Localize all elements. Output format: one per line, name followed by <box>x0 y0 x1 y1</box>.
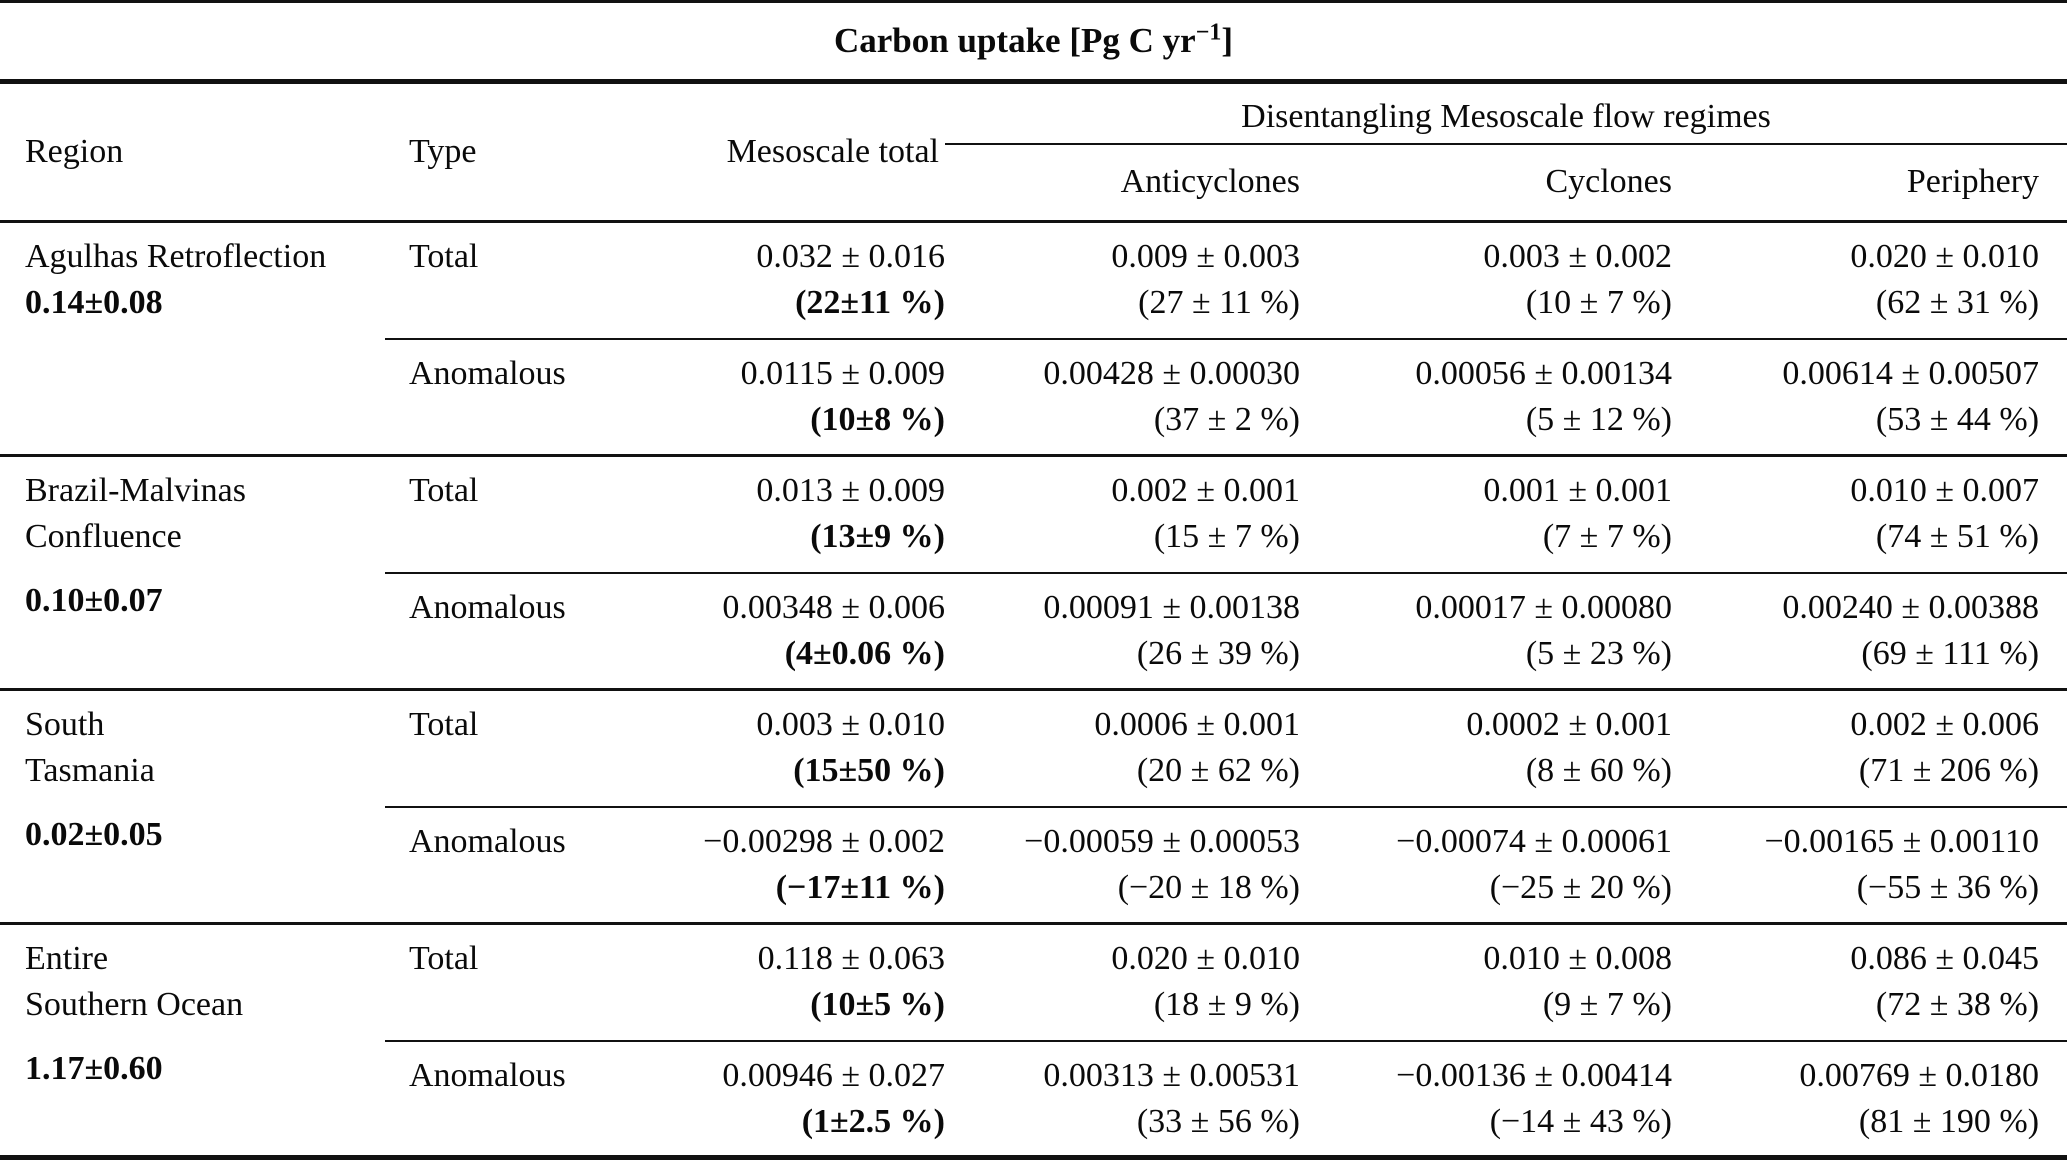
periphery-cell: 0.00240 ± 0.00388 (69 ± 111 %) <box>1782 588 2040 672</box>
anticyclones-cell: 0.020 ± 0.010 (18 ± 9 %) <box>945 922 1300 1042</box>
periphery-cell: 0.010 ± 0.007 (74 ± 51 %) <box>1672 454 2067 574</box>
type-cell: Total <box>385 220 570 340</box>
unit-exponent: −1 <box>1195 19 1222 46</box>
mesoscale-total-cell: 0.118 ± 0.063 (10±5 %) <box>570 922 945 1042</box>
region-name: Agulhas Retroflection <box>25 238 327 275</box>
periphery-cell: 0.00769 ± 0.0180 (81 ± 190 %) <box>1799 1056 2040 1140</box>
periphery-cell: −0.00165 ± 0.00110 (−55 ± 36 %) <box>1764 822 2040 906</box>
region-cell-agulhas-retroflection: Agulhas Retroflection 0.14±0.08 <box>0 220 385 456</box>
type-cell: Total <box>385 922 570 1042</box>
type-cell: Total <box>385 688 570 808</box>
table-row: Anomalous 0.0115 ± 0.009 (10±8 %) 0.0042… <box>0 339 2067 456</box>
region-name: Brazil-Malvinas Confluence <box>25 472 246 555</box>
column-header-anticyclones: Anticyclones <box>945 143 1300 223</box>
column-header-periphery: Periphery <box>1672 143 2067 223</box>
region-cell-entire-southern-ocean: Entire Southern Ocean 1.17±0.60 <box>0 922 385 1158</box>
anticyclones-cell: 0.00091 ± 0.00138 (26 ± 39 %) <box>1043 588 1300 672</box>
table-row: Agulhas Retroflection 0.14±0.08 Total 0.… <box>0 220 2067 456</box>
cyclones-cell: 0.00017 ± 0.00080 (5 ± 23 %) <box>1415 588 1672 672</box>
region-name: South Tasmania <box>25 706 155 789</box>
periphery-cell: 0.00614 ± 0.00507 (53 ± 44 %) <box>1782 354 2040 438</box>
cyclones-cell: −0.00136 ± 0.00414 (−14 ± 43 %) <box>1396 1056 1672 1140</box>
header-group-row: Region Type Mesoscale total Disentanglin… <box>0 81 2067 223</box>
region-cell-brazil-malvinas-confluence: Brazil-Malvinas Confluence 0.10±0.07 <box>0 454 385 690</box>
anticyclones-cell: −0.00059 ± 0.00053 (−20 ± 18 %) <box>1024 822 1300 906</box>
anticyclones-cell: 0.009 ± 0.003 (27 ± 11 %) <box>945 220 1300 340</box>
header-subcolumns-row: Anticyclones Cyclones Periphery <box>0 143 2067 223</box>
anticyclones-cell: 0.00313 ± 0.00531 (33 ± 56 %) <box>1043 1056 1300 1140</box>
type-cell: Total <box>385 454 570 574</box>
table-row: South Tasmania 0.02±0.05 Total 0.003 ± 0… <box>0 688 2067 924</box>
table-title: Carbon uptake [Pg C yr−1] <box>0 1 2067 84</box>
cyclones-cell: 0.0002 ± 0.001 (8 ± 60 %) <box>1300 688 1672 808</box>
type-cell: Anomalous <box>409 588 566 626</box>
periphery-cell: 0.020 ± 0.010 (62 ± 31 %) <box>1672 220 2067 340</box>
anticyclones-cell: 0.0006 ± 0.001 (20 ± 62 %) <box>945 688 1300 808</box>
cyclones-cell: 0.00056 ± 0.00134 (5 ± 12 %) <box>1415 354 1672 438</box>
region-name: Entire Southern Ocean <box>25 940 244 1023</box>
region-cell-south-tasmania: South Tasmania 0.02±0.05 <box>0 688 385 924</box>
cyclones-cell: −0.00074 ± 0.00061 (−25 ± 20 %) <box>1396 822 1672 906</box>
table-row: Anomalous 0.00946 ± 0.027 (1±2.5 %) 0.00… <box>0 1041 2067 1158</box>
table-row: Brazil-Malvinas Confluence 0.10±0.07 Tot… <box>0 454 2067 690</box>
column-header-cyclones: Cyclones <box>1300 143 1672 223</box>
mesoscale-total-cell: 0.0115 ± 0.009 (10±8 %) <box>740 354 945 438</box>
mesoscale-total-cell: 0.013 ± 0.009 (13±9 %) <box>570 454 945 574</box>
column-group-header-flow-regimes: Disentangling Mesoscale flow regimes <box>945 81 2067 145</box>
periphery-cell: 0.002 ± 0.006 (71 ± 206 %) <box>1672 688 2067 808</box>
mesoscale-total-cell: 0.032 ± 0.016 (22±11 %) <box>570 220 945 340</box>
mesoscale-total-cell: −0.00298 ± 0.002 (−17±11 %) <box>703 822 945 906</box>
column-header-mesoscale-total: Mesoscale total <box>570 81 945 223</box>
region-total-uptake: 0.10±0.07 <box>25 582 163 619</box>
region-total-uptake: 1.17±0.60 <box>25 1050 163 1087</box>
table-row: Anomalous 0.00348 ± 0.006 (4±0.06 %) 0.0… <box>0 573 2067 690</box>
anticyclones-cell: 0.00428 ± 0.00030 (37 ± 2 %) <box>1043 354 1300 438</box>
region-total-uptake: 0.14±0.08 <box>25 284 163 321</box>
column-header-type: Type <box>385 81 570 223</box>
cyclones-cell: 0.003 ± 0.002 (10 ± 7 %) <box>1300 220 1672 340</box>
mesoscale-total-cell: 0.00946 ± 0.027 (1±2.5 %) <box>722 1056 945 1140</box>
type-cell: Anomalous <box>409 822 566 860</box>
mesoscale-total-cell: 0.00348 ± 0.006 (4±0.06 %) <box>722 588 945 672</box>
table-title-row: Carbon uptake [Pg C yr−1] <box>0 1 2067 84</box>
column-header-region: Region <box>0 81 385 223</box>
cyclones-cell: 0.010 ± 0.008 (9 ± 7 %) <box>1300 922 1672 1042</box>
table-row: Anomalous −0.00298 ± 0.002 (−17±11 %) −0… <box>0 807 2067 924</box>
periphery-cell: 0.086 ± 0.045 (72 ± 38 %) <box>1672 922 2067 1042</box>
cyclones-cell: 0.001 ± 0.001 (7 ± 7 %) <box>1300 454 1672 574</box>
type-cell: Anomalous <box>409 1056 566 1094</box>
mesoscale-total-cell: 0.003 ± 0.010 (15±50 %) <box>570 688 945 808</box>
table-row: Entire Southern Ocean 1.17±0.60 Total 0.… <box>0 922 2067 1158</box>
type-cell: Anomalous <box>409 354 566 392</box>
anticyclones-cell: 0.002 ± 0.001 (15 ± 7 %) <box>945 454 1300 574</box>
region-total-uptake: 0.02±0.05 <box>25 816 163 853</box>
